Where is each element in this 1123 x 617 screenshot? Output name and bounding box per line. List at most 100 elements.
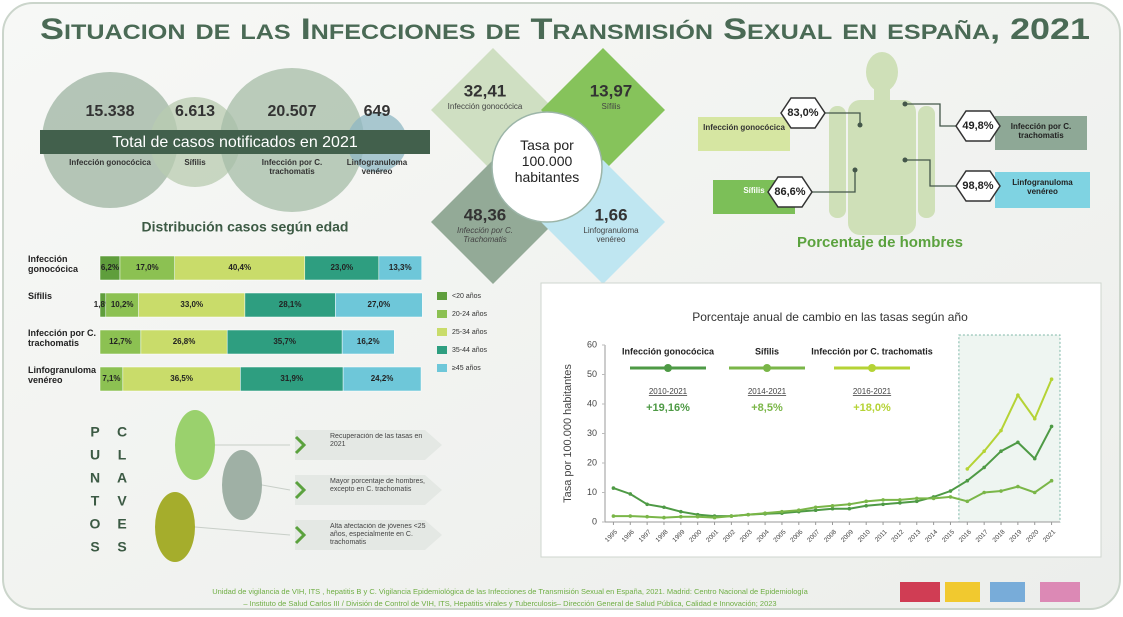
key-letter: T xyxy=(91,493,100,509)
key-letter: U xyxy=(90,447,100,463)
y-tick-label: 40 xyxy=(587,398,597,408)
key-letter: S xyxy=(117,539,126,555)
line-point xyxy=(931,496,936,501)
key-text: Mayor porcentaje de hombres, excepto en … xyxy=(330,478,425,494)
line-series xyxy=(966,378,1053,470)
line-point xyxy=(780,509,784,514)
silhouette-head xyxy=(866,52,898,92)
bar-segment xyxy=(342,366,422,392)
y-tick-label: 50 xyxy=(587,369,597,379)
line-point xyxy=(1016,440,1020,445)
silhouette-neck xyxy=(874,88,890,102)
bar-value-label: 28,1% xyxy=(279,300,302,309)
line-point xyxy=(881,502,885,507)
line-point xyxy=(982,465,986,470)
bar-value-label: 12,7% xyxy=(109,337,132,346)
bar-segment xyxy=(138,292,246,318)
legend-period: 2016-2021 xyxy=(853,387,892,396)
line-point xyxy=(1049,424,1054,429)
key-letter: C xyxy=(117,424,127,440)
line-point xyxy=(763,511,767,515)
legend-period: 2010-2021 xyxy=(649,387,688,396)
total-name-box: Sífilis xyxy=(184,158,205,167)
men-value: 98,8% xyxy=(962,180,993,192)
men-title: Porcentaje de hombres xyxy=(797,234,963,251)
men-value: 49,8% xyxy=(962,120,993,132)
line-point xyxy=(1016,393,1020,397)
key-arrow-box xyxy=(295,475,442,505)
men-hexagon xyxy=(955,170,1001,202)
men-label-box xyxy=(698,117,790,151)
y-tick-label: 0 xyxy=(592,516,597,526)
line-point xyxy=(746,512,751,517)
legend-label: Infección gonocócica xyxy=(622,346,715,356)
highlight-region xyxy=(958,334,1061,523)
silhouette-torso xyxy=(848,100,916,235)
connector-dot xyxy=(852,167,858,173)
line-point xyxy=(982,490,986,495)
men-label-box xyxy=(995,116,1087,150)
bar-value-label: 27,0% xyxy=(368,300,391,309)
line-point xyxy=(864,499,869,504)
legend-label: Infección por C. trachomatis xyxy=(811,346,933,356)
line-point xyxy=(999,449,1003,454)
rate-name: Linfogranuloma venéreo xyxy=(583,226,639,245)
line-point xyxy=(712,515,717,520)
key-arrow-box xyxy=(295,520,442,550)
rate-name: Infección por C. Trachomatis xyxy=(456,226,514,245)
bar-value-label: 23,0% xyxy=(330,263,353,272)
legend-change: +19,16% xyxy=(646,402,690,414)
key-letter: L xyxy=(118,447,127,463)
category-label-box: Linfogranuloma venéreo xyxy=(28,365,96,385)
line-point xyxy=(914,499,919,504)
y-tick-label: 20 xyxy=(587,457,597,467)
connector-dot xyxy=(857,122,863,128)
total-name: Linfogranuloma venéreo xyxy=(346,158,408,177)
legend-label: ≥45 años xyxy=(452,365,481,372)
footer-line: Unidad de vigilancia de VIH, ITS , hepat… xyxy=(212,587,808,596)
logo xyxy=(945,582,980,602)
line-point xyxy=(965,499,970,504)
key-text-box: Alta afectación de jóvenes <25 años, esp… xyxy=(330,523,426,546)
category-label: Infección por C. trachomatis xyxy=(28,328,97,349)
bar-segment xyxy=(174,255,306,281)
rate-value: 1,66 xyxy=(594,205,627,224)
rate-center-label: Tasa por 100.000 habitantes xyxy=(514,137,580,186)
bar-value-label: 35,7% xyxy=(273,337,296,346)
line-point xyxy=(847,506,852,511)
legend-period: 2014-2021 xyxy=(748,387,787,396)
bar-value-label: 31,9% xyxy=(280,374,303,383)
bar-value-label: 33,0% xyxy=(180,300,203,309)
bar-segment xyxy=(99,329,142,355)
bar-segment xyxy=(378,255,422,281)
men-name-box: Sífilis xyxy=(743,186,764,195)
y-tick-label: 60 xyxy=(587,339,597,349)
silhouette-arm xyxy=(829,106,846,218)
category-label-box: Infección gonocócica xyxy=(28,254,78,274)
line-point xyxy=(679,514,683,519)
line-point xyxy=(898,501,902,505)
men-name: Linfogranuloma venéreo xyxy=(1012,178,1073,197)
line-point xyxy=(830,503,835,508)
silhouette-arm xyxy=(918,106,935,218)
line-point xyxy=(999,489,1003,493)
y-tick-label: 10 xyxy=(587,487,597,497)
bar-value-label: 36,5% xyxy=(170,374,193,383)
line-point xyxy=(1049,377,1054,382)
key-connector xyxy=(194,526,291,536)
category-label: Sífilis xyxy=(28,291,53,301)
bar-segment xyxy=(240,366,344,392)
men-label-box xyxy=(995,172,1090,208)
rate-value: 32,41 xyxy=(464,81,507,100)
men-name: Infección por C. trachomatis xyxy=(1010,122,1072,141)
legend-change: +8,5% xyxy=(751,402,783,414)
line-point xyxy=(914,496,919,501)
bar-value-label: 40,4% xyxy=(228,263,251,272)
bar-value-label: 17,0% xyxy=(136,263,159,272)
key-arrow-box xyxy=(295,430,442,460)
connector-dot xyxy=(902,157,908,163)
line-point xyxy=(948,495,953,499)
key-text: Recuperación de las tasas en 2021 xyxy=(330,433,423,449)
line-point xyxy=(1049,478,1054,483)
